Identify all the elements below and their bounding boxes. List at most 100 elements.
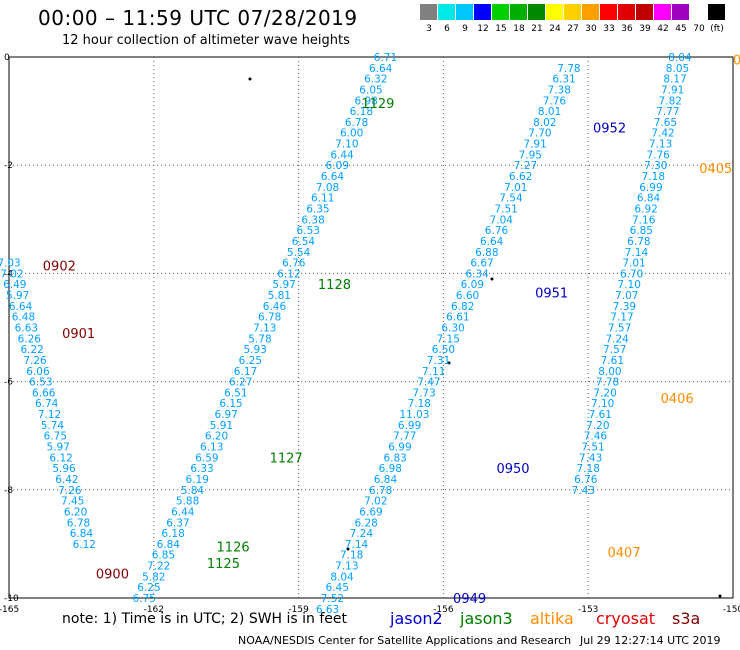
pass-time-label: 1129 bbox=[361, 97, 394, 112]
wave-height-value: 6.18 bbox=[161, 528, 184, 540]
wave-height-value: 7.73 bbox=[412, 387, 435, 399]
wave-height-value: 6.67 bbox=[470, 258, 493, 270]
color-swatch bbox=[564, 4, 581, 20]
latitude-tick-label: -10 bbox=[4, 594, 19, 604]
wave-height-value: 6.75 bbox=[132, 593, 155, 605]
wave-height-value: 6.59 bbox=[195, 452, 218, 464]
wave-height-value: 7.65 bbox=[654, 117, 677, 129]
legend-item-altika: altika bbox=[530, 609, 574, 628]
wave-height-value: 5.97 bbox=[6, 290, 29, 302]
wave-height-value: 11.03 bbox=[399, 409, 429, 421]
wave-height-value: 7.11 bbox=[422, 366, 445, 378]
color-swatch-label: 3 bbox=[426, 24, 432, 34]
pass-time-label: 0406 bbox=[661, 392, 694, 407]
color-swatch bbox=[492, 4, 509, 20]
wave-height-value: 6.25 bbox=[239, 355, 262, 367]
wave-height-value: 7.18 bbox=[408, 398, 431, 410]
wave-height-value: 7.18 bbox=[340, 550, 363, 562]
longitude-tick-label: -162 bbox=[144, 605, 164, 615]
wave-height-value: 8.02 bbox=[533, 117, 556, 129]
wave-height-value: 6.53 bbox=[297, 225, 320, 237]
wave-height-value: 7.42 bbox=[651, 128, 674, 140]
pass-time-label: 0900 bbox=[96, 568, 129, 583]
wave-height-value: 5.78 bbox=[248, 333, 271, 345]
pass-time-label: 0950 bbox=[496, 462, 529, 477]
wave-height-value: 7.39 bbox=[613, 301, 636, 313]
wave-height-value: 5.82 bbox=[142, 571, 165, 583]
generated-timestamp: Jul 29 12:27:14 UTC 2019 bbox=[580, 634, 721, 647]
island-mark bbox=[248, 77, 252, 81]
wave-height-value: 7.57 bbox=[608, 323, 631, 335]
color-swatch-label: 24 bbox=[549, 24, 561, 34]
wave-height-value: 6.38 bbox=[301, 214, 324, 226]
wave-height-value: 7.51 bbox=[494, 203, 517, 215]
color-swatch bbox=[690, 4, 707, 20]
color-swatch-label: 15 bbox=[495, 24, 507, 34]
wave-height-value: 6.61 bbox=[446, 312, 469, 324]
wave-height-value: 7.10 bbox=[618, 279, 641, 291]
wave-height-value: 6.76 bbox=[574, 474, 598, 486]
wave-height-value: 5.93 bbox=[243, 344, 266, 356]
wave-height-value: 6.99 bbox=[398, 420, 421, 432]
wave-height-value: 6.33 bbox=[190, 463, 213, 475]
color-swatch bbox=[420, 4, 437, 20]
wave-height-value: 7.43 bbox=[579, 452, 602, 464]
wave-height-value: 6.64 bbox=[369, 63, 393, 75]
wave-height-value: 6.28 bbox=[354, 517, 377, 529]
wave-height-value: 6.71 bbox=[374, 52, 397, 64]
color-swatch bbox=[510, 4, 527, 20]
wave-height-value: 6.31 bbox=[552, 74, 575, 86]
wave-height-value: 6.76 bbox=[485, 225, 509, 237]
wave-height-value: 7.78 bbox=[596, 377, 619, 389]
wave-height-value: 7.47 bbox=[417, 377, 440, 389]
wave-height-value: 7.08 bbox=[316, 182, 339, 194]
wave-height-value: 7.26 bbox=[23, 355, 47, 367]
wave-height-value: 8.17 bbox=[663, 74, 686, 86]
map-subtitle: 12 hour collection of altimeter wave hei… bbox=[62, 33, 350, 48]
wave-height-value: 7.22 bbox=[147, 561, 170, 573]
wave-height-value: 6.37 bbox=[166, 517, 189, 529]
wave-height-value: 7.43 bbox=[572, 485, 595, 497]
wave-height-value: 6.48 bbox=[12, 312, 35, 324]
wave-height-value: 7.51 bbox=[581, 442, 604, 454]
wave-height-value: 6.12 bbox=[73, 539, 96, 551]
wave-height-value: 6.18 bbox=[350, 106, 373, 118]
color-scale-unit: (ft) bbox=[710, 24, 724, 34]
wave-height-value: 5.97 bbox=[47, 442, 70, 454]
wave-height-value: 6.12 bbox=[277, 268, 300, 280]
wave-height-value: 6.88 bbox=[475, 247, 498, 259]
wave-height-value: 6.62 bbox=[509, 171, 532, 183]
wave-height-value: 6.82 bbox=[451, 301, 474, 313]
wave-height-value: 6.60 bbox=[456, 290, 479, 302]
color-swatch-label: 70 bbox=[693, 24, 705, 34]
wave-height-value: 5.54 bbox=[287, 247, 311, 259]
wave-height-value: 7.78 bbox=[557, 63, 580, 75]
pass-time-label: 0901 bbox=[62, 327, 95, 342]
legend-item-cryosat: cryosat bbox=[596, 609, 656, 628]
wave-height-value: 6.84 bbox=[70, 528, 94, 540]
wave-height-value: 6.63 bbox=[15, 323, 38, 335]
wave-height-value: 6.98 bbox=[379, 463, 402, 475]
wave-height-value: 7.76 bbox=[646, 149, 670, 161]
wave-height-value: 7.18 bbox=[577, 463, 600, 475]
wave-height-value: 6.74 bbox=[35, 398, 59, 410]
credit-line: NOAA/NESDIS Center for Satellite Applica… bbox=[238, 634, 572, 647]
color-swatch bbox=[618, 4, 635, 20]
wave-height-value: 6.20 bbox=[64, 506, 87, 518]
wave-height-value: 6.64 bbox=[9, 301, 33, 313]
wave-height-value: 7.61 bbox=[601, 355, 624, 367]
wave-height-value: 6.99 bbox=[639, 182, 662, 194]
latitude-tick-label: -2 bbox=[4, 161, 13, 171]
color-swatch-label: 36 bbox=[621, 24, 633, 34]
wave-height-value: 6.78 bbox=[258, 312, 281, 324]
color-swatch bbox=[672, 4, 689, 20]
wave-height-value: 6.84 bbox=[637, 193, 661, 205]
island-mark bbox=[490, 277, 494, 281]
wave-height-value: 7.45 bbox=[61, 496, 84, 508]
wave-height-value: 6.44 bbox=[171, 506, 195, 518]
wave-height-value: 5.84 bbox=[181, 485, 205, 497]
wave-height-value: 6.15 bbox=[219, 398, 242, 410]
wave-height-value: 6.78 bbox=[345, 117, 368, 129]
color-swatch-label: 45 bbox=[675, 24, 687, 34]
